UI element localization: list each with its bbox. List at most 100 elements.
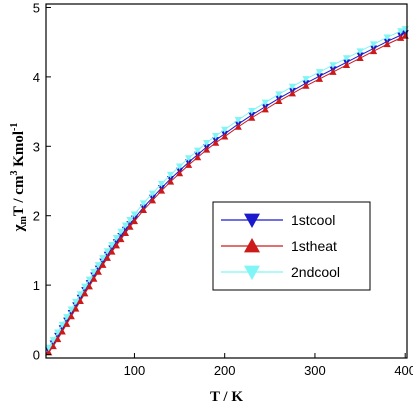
data-point [85, 276, 93, 284]
data-point [329, 68, 337, 75]
data-point [72, 305, 80, 312]
data-point [81, 283, 89, 291]
axis-ticks: 100 200 300 400 0 1 2 3 4 5 [33, 0, 413, 378]
data-point [397, 28, 405, 35]
data-point [356, 54, 364, 62]
data-point [94, 262, 102, 269]
data-point [90, 269, 98, 276]
data-point [94, 268, 102, 275]
data-point [72, 298, 80, 306]
y-axis-title-sup1: 3 [9, 171, 20, 176]
data-point [234, 123, 242, 130]
data-point [397, 34, 405, 41]
data-point [302, 82, 310, 89]
legend-label: 1stcool [291, 212, 335, 228]
data-point [112, 235, 120, 242]
y-axis-title-sub: m [18, 215, 29, 224]
data-point [248, 108, 256, 115]
series-line [48, 32, 406, 351]
data-point [275, 91, 283, 98]
data-point [184, 161, 193, 168]
data-point [234, 117, 242, 124]
data-point [329, 62, 337, 69]
data-point [248, 114, 256, 121]
data-point [58, 328, 66, 335]
data-point [184, 155, 193, 162]
legend-label: 2ndcool [291, 264, 340, 280]
x-tick-label: 300 [304, 363, 326, 378]
data-point [261, 99, 269, 107]
data-point [54, 329, 62, 336]
data-point [175, 163, 184, 171]
y-axis-title-sup2: -1 [9, 123, 20, 131]
data-point [175, 169, 184, 177]
data-point [63, 314, 71, 321]
y-tick-label: 1 [33, 278, 40, 293]
data-point [315, 69, 324, 76]
data-point [157, 180, 166, 188]
series-1stheat [45, 32, 409, 356]
data-point [212, 139, 220, 146]
data-point [54, 335, 62, 343]
series-2ndcool [45, 26, 409, 352]
y-axis-title-mid: T / cm [11, 175, 27, 216]
data-point [76, 297, 84, 304]
data-point [108, 248, 116, 255]
data-point [342, 55, 351, 62]
data-point [166, 178, 175, 185]
data-point [121, 222, 130, 230]
data-point [139, 206, 148, 214]
data-point [342, 61, 351, 68]
y-axis-title: χmT / cm3 Kmol-1 [9, 123, 29, 233]
data-point [288, 83, 296, 91]
x-axis-title: T / K [210, 389, 243, 405]
data-point [221, 132, 229, 140]
y-tick-label: 4 [33, 70, 40, 85]
data-point [139, 200, 148, 207]
data-point [148, 196, 157, 204]
data-point [221, 126, 229, 134]
data-marks [45, 26, 409, 356]
data-point [67, 312, 75, 320]
data-point [203, 146, 211, 153]
data-point [203, 139, 211, 147]
data-point [49, 337, 57, 344]
legend-label: 1stheat [291, 238, 337, 254]
data-point [49, 342, 57, 350]
legend-marker [244, 238, 260, 253]
legend: 1stcool 1stheat 2ndcool [212, 201, 371, 291]
series-line [48, 35, 406, 353]
data-point [90, 275, 98, 282]
data-point [81, 289, 89, 297]
data-point [103, 254, 111, 261]
data-point [99, 261, 107, 268]
data-point [45, 348, 53, 356]
data-point [130, 217, 139, 225]
data-point [126, 223, 134, 230]
data-point [194, 153, 202, 161]
series-1stcool [45, 30, 409, 354]
data-point [117, 235, 125, 243]
data-point [99, 255, 107, 262]
legend-item-1stheat: 1stheat [221, 238, 337, 254]
data-point [63, 320, 71, 327]
x-tick-label: 200 [214, 363, 236, 378]
data-point [148, 190, 157, 198]
x-tick-label: 400 [394, 363, 413, 378]
data-point [126, 216, 134, 224]
data-point [121, 229, 130, 236]
data-point [112, 241, 120, 249]
legend-marker [244, 213, 260, 228]
data-point [383, 40, 391, 48]
data-point [76, 291, 84, 298]
data-point [261, 105, 269, 113]
data-point [194, 147, 202, 155]
data-point [288, 89, 296, 97]
data-point [157, 187, 166, 194]
data-point [370, 41, 378, 48]
data-point [67, 306, 75, 314]
plot-frame [45, 3, 408, 359]
y-axis-title-end: Kmol [11, 131, 27, 171]
y-tick-label: 5 [33, 0, 40, 15]
